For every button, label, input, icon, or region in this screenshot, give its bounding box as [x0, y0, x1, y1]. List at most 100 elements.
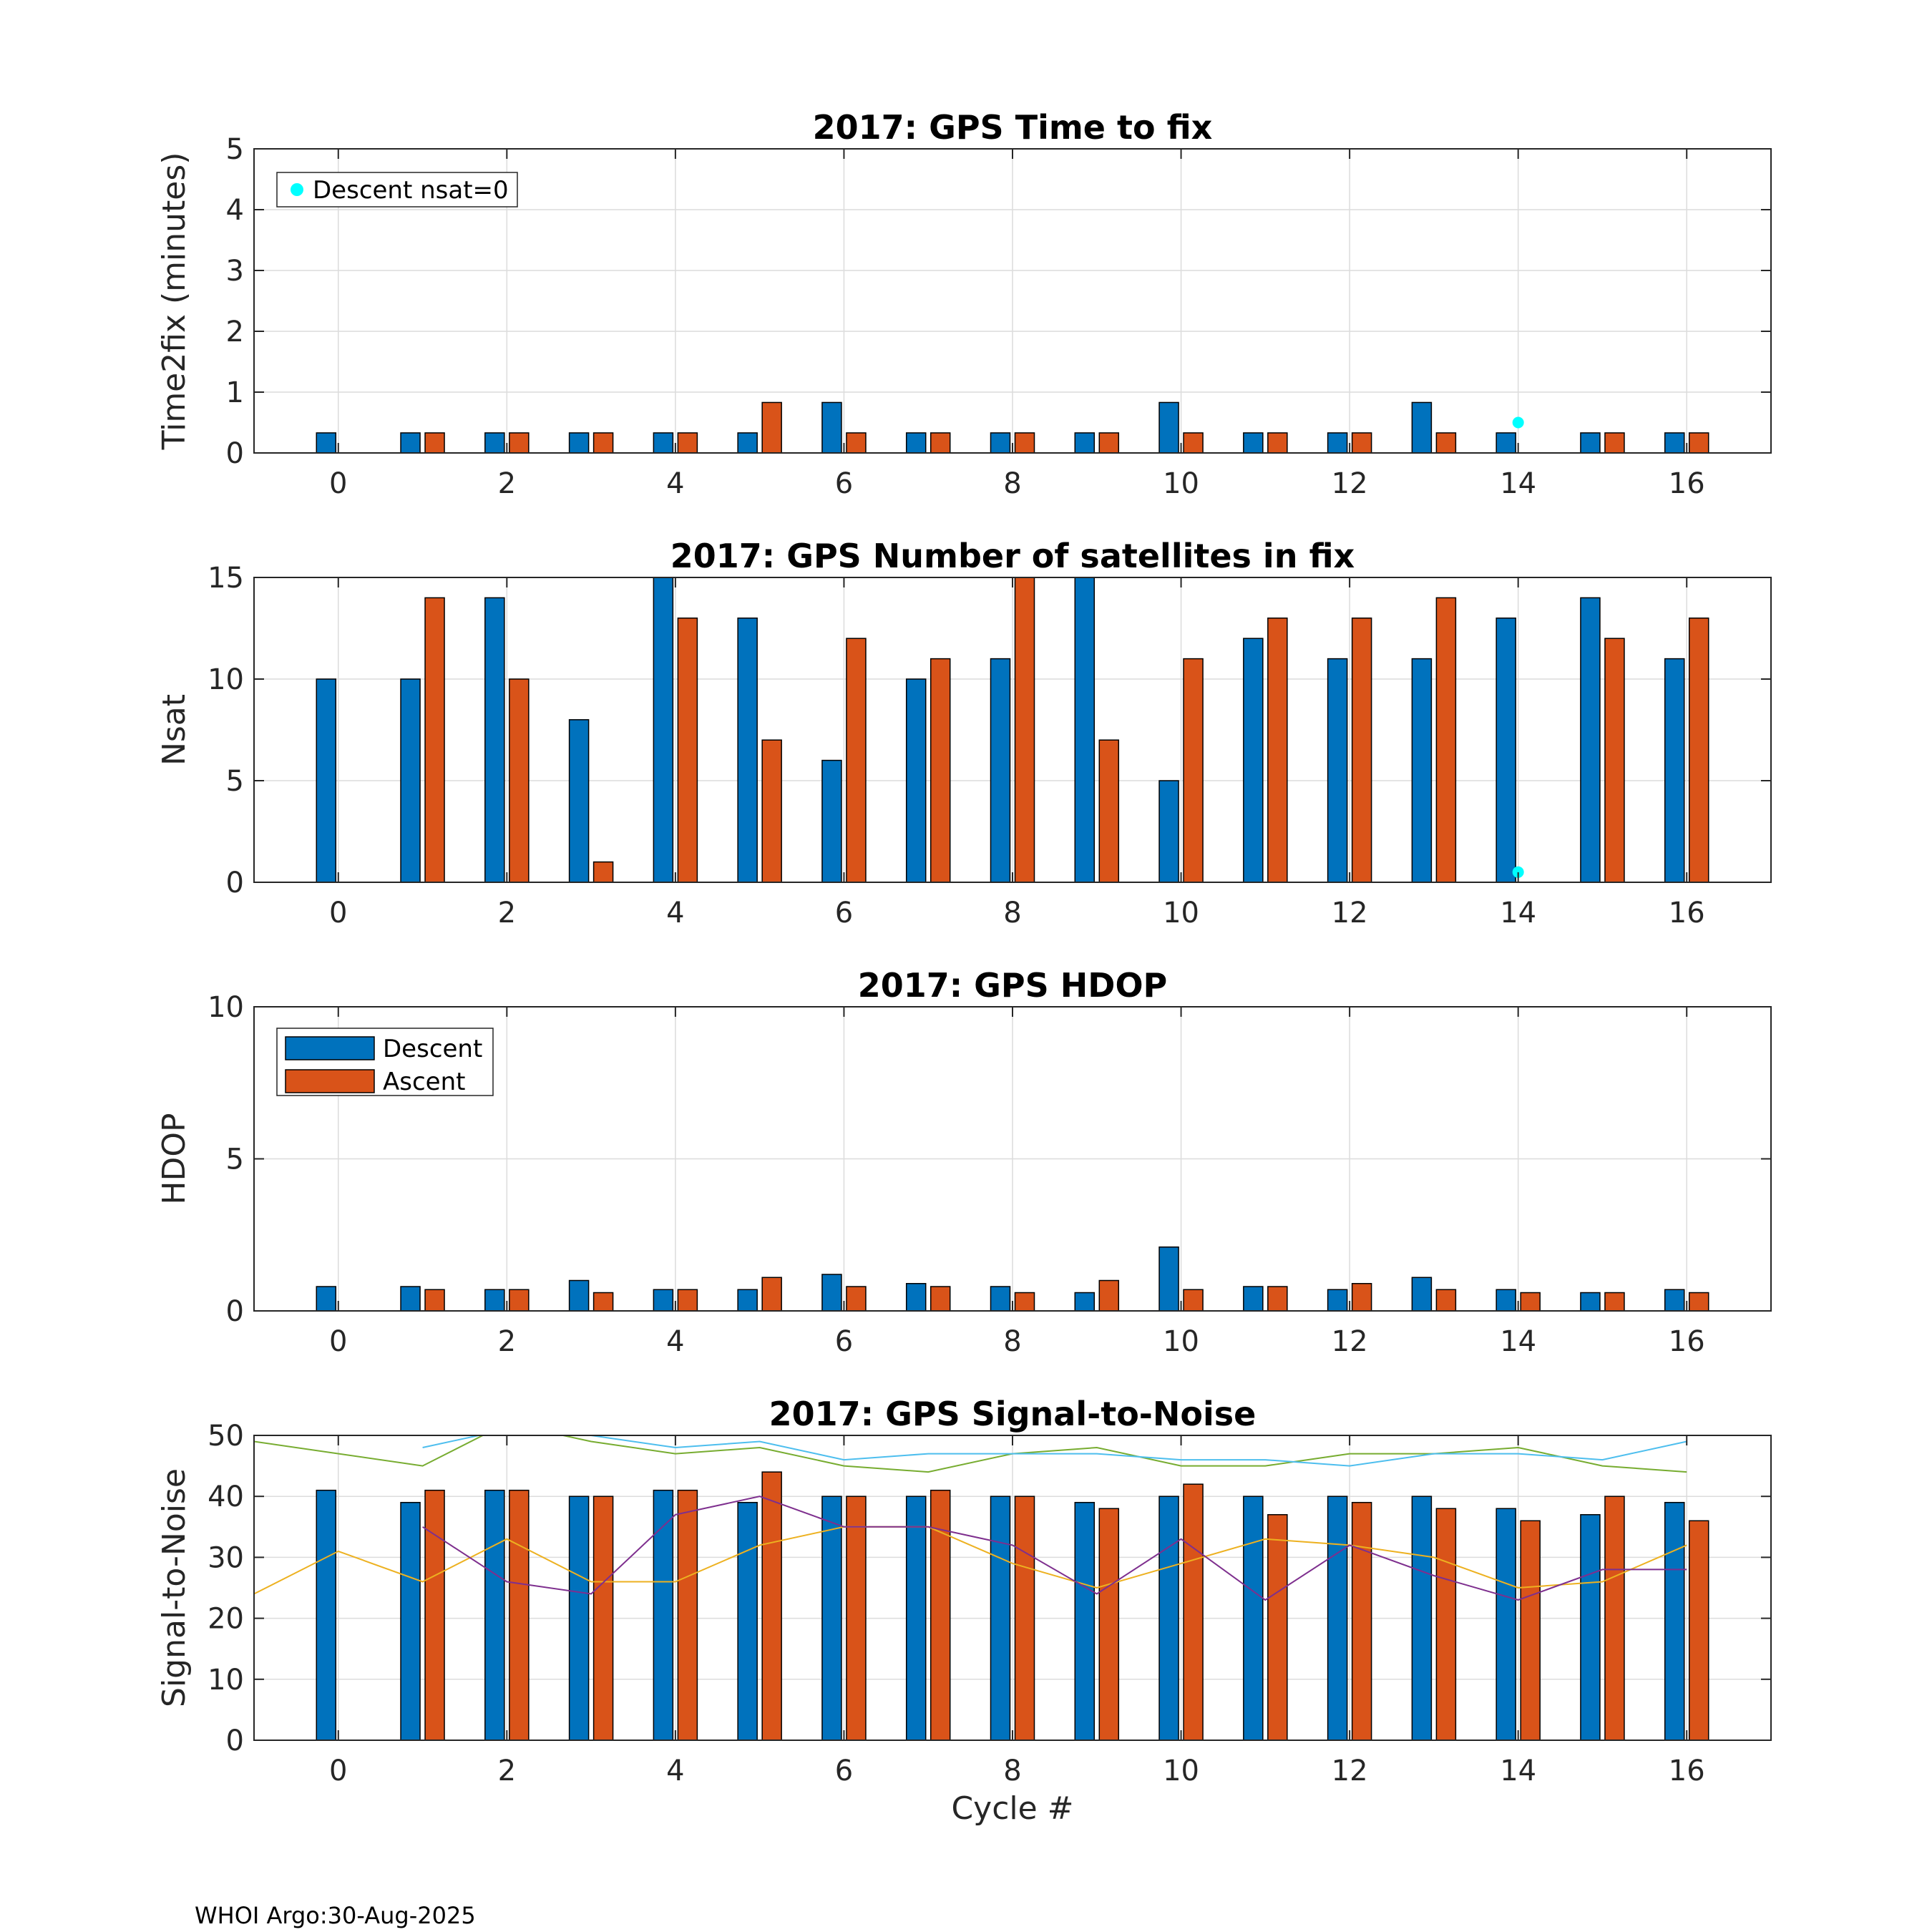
x-tick-label: 10	[1163, 467, 1199, 500]
descent-bar-cycle-15	[1580, 1514, 1601, 1740]
x-tick-label: 4	[666, 897, 684, 930]
legend: Descent Ascent	[276, 1028, 494, 1096]
ascent-bar-cycle-8	[1014, 1292, 1035, 1311]
ascent-bar-cycle-2	[509, 1289, 530, 1311]
ascent-bar-cycle-10	[1183, 1289, 1204, 1311]
data-layer	[316, 577, 1709, 882]
ascent-bar-cycle-11	[1267, 1514, 1288, 1740]
descent-bar-cycle-0	[316, 432, 337, 453]
ascent-bar-cycle-3	[592, 1292, 614, 1311]
descent-bar-cycle-16	[1664, 658, 1685, 882]
x-tick-label: 8	[1003, 1325, 1021, 1358]
x-tick-label: 16	[1669, 1325, 1705, 1358]
nsat0-marker	[1512, 416, 1524, 429]
ascent-bar-cycle-5	[761, 1471, 782, 1740]
descent-bar-cycle-13	[1411, 1277, 1433, 1311]
descent-bar-cycle-15	[1580, 597, 1601, 882]
descent-bar-cycle-3	[568, 1496, 590, 1740]
x-tick-label: 2	[498, 467, 516, 500]
ascent-bar-cycle-15	[1604, 638, 1625, 882]
x-tick-label: 10	[1163, 897, 1199, 930]
descent-bar-cycle-10	[1158, 1246, 1179, 1311]
descent-bar-cycle-11	[1243, 432, 1264, 453]
x-tick-label: 2	[498, 897, 516, 930]
descent-bar-cycle-1	[400, 678, 421, 882]
snr-line-2	[422, 1435, 1687, 1467]
descent-bar-cycle-5	[737, 618, 758, 882]
descent-bar-cycle-6	[821, 759, 842, 882]
y-tick-label: 30	[208, 1541, 244, 1574]
descent-bar-cycle-8	[990, 1286, 1011, 1311]
descent-bar-cycle-2	[484, 1489, 505, 1740]
x-tick-label: 16	[1669, 467, 1705, 500]
ascent-bar-cycle-2	[509, 1489, 530, 1740]
chart-title: 2017: GPS HDOP	[858, 966, 1168, 1005]
y-tick-label: 0	[226, 1724, 244, 1757]
descent-bar-cycle-5	[737, 432, 758, 453]
legend-box	[276, 172, 518, 208]
y-tick-label: 0	[226, 867, 244, 899]
x-tick-label: 4	[666, 1755, 684, 1787]
descent-bar-cycle-1	[400, 1286, 421, 1311]
x-tick-label: 0	[329, 467, 347, 500]
ascent-bar-cycle-4	[677, 618, 698, 882]
descent-bar-cycle-12	[1327, 432, 1348, 453]
y-tick-label: 1	[226, 376, 244, 409]
descent-bar-cycle-7	[905, 678, 927, 882]
ascent-bar-cycle-6	[846, 1286, 867, 1311]
descent-bar-cycle-13	[1411, 658, 1433, 882]
data-layer	[316, 401, 1709, 453]
ascent-bar-cycle-9	[1098, 739, 1120, 882]
ascent-bar-cycle-2	[509, 678, 530, 882]
descent-bar-cycle-8	[990, 1496, 1011, 1740]
y-tick-label: 3	[226, 255, 244, 288]
y-tick-label: 20	[208, 1603, 244, 1636]
descent-bar-cycle-11	[1243, 1286, 1264, 1311]
ascent-bar-cycle-6	[846, 1496, 867, 1740]
y-tick-label: 40	[208, 1480, 244, 1513]
y-axis-label: HDOP	[156, 1113, 192, 1204]
ascent-bar-cycle-12	[1351, 432, 1372, 453]
descent-bar-cycle-9	[1074, 1292, 1096, 1311]
ascent-bar-cycle-16	[1688, 618, 1709, 882]
snr-line-4	[422, 1496, 1687, 1601]
nsat0-marker	[1512, 866, 1524, 878]
ascent-bar-cycle-15	[1604, 1292, 1625, 1311]
ascent-bar-cycle-16	[1688, 1520, 1709, 1740]
legend-label: Descent nsat=0	[313, 176, 509, 205]
x-tick-label: 0	[329, 1755, 347, 1787]
descent-bar-cycle-9	[1074, 577, 1096, 882]
ascent-bar-cycle-3	[592, 432, 614, 453]
y-tick-label: 10	[208, 991, 244, 1024]
descent-bar-cycle-1	[400, 432, 421, 453]
descent-bar-cycle-7	[905, 432, 927, 453]
x-tick-label: 8	[1003, 1755, 1021, 1787]
ascent-bar-cycle-4	[677, 432, 698, 453]
descent-bar-cycle-8	[990, 658, 1011, 882]
x-tick-label: 0	[329, 1325, 347, 1358]
x-tick-label: 14	[1500, 467, 1536, 500]
ascent-bar-cycle-1	[424, 1289, 445, 1311]
y-tick-label: 5	[226, 1143, 244, 1176]
ascent-bar-cycle-3	[592, 861, 614, 882]
y-tick-label: 2	[226, 316, 244, 348]
legend-swatch-ascent	[285, 1069, 375, 1093]
descent-bar-cycle-8	[990, 432, 1011, 453]
ascent-bar-cycle-14	[1520, 1292, 1541, 1311]
x-tick-label: 6	[835, 467, 853, 500]
descent-bar-cycle-14	[1496, 432, 1516, 453]
descent-bar-cycle-3	[568, 1279, 590, 1311]
ascent-bar-cycle-5	[761, 1277, 782, 1311]
ascent-bar-cycle-2	[509, 432, 530, 453]
descent-bar-cycle-12	[1327, 1496, 1348, 1740]
y-tick-label: 4	[226, 194, 244, 227]
y-tick-label: 5	[226, 133, 244, 166]
ascent-bar-cycle-1	[424, 432, 445, 453]
ascent-bar-cycle-6	[846, 638, 867, 882]
ascent-bar-cycle-10	[1183, 658, 1204, 882]
descent-bar-cycle-13	[1411, 1496, 1433, 1740]
x-tick-label: 2	[498, 1755, 516, 1787]
chart-title: 2017: GPS Signal-to-Noise	[769, 1395, 1257, 1433]
descent-bar-cycle-14	[1496, 618, 1516, 882]
